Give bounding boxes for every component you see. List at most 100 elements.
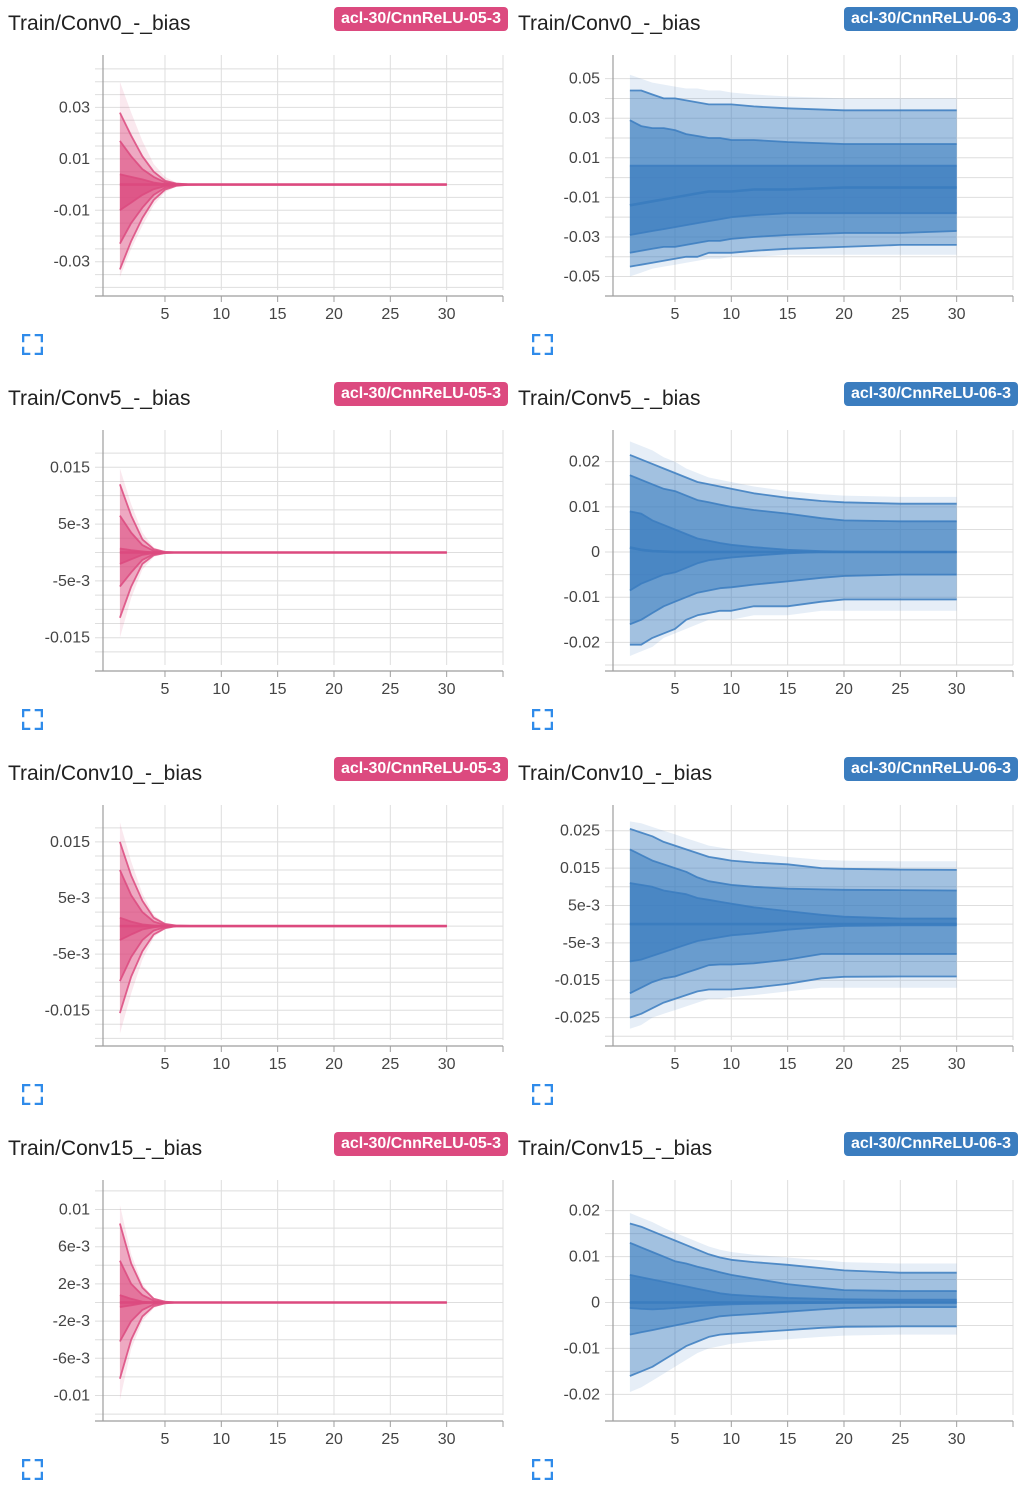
expand-chart-button[interactable]: [21, 333, 44, 356]
distribution-chart[interactable]: 0.03 0.01 -0.01 -0.03 5 10 15 20 25 30: [8, 40, 508, 323]
x-tick-label: 25: [381, 1431, 399, 1448]
band-p16-p84: [119, 515, 447, 587]
expand-chart-button[interactable]: [531, 1083, 554, 1106]
y-tick-label: -0.01: [564, 189, 601, 206]
expand-chart-button[interactable]: [21, 1083, 44, 1106]
y-tick-labels: 0.02 0.01 0 -0.01 -0.02: [564, 454, 601, 652]
expand-chart-button[interactable]: [21, 1458, 44, 1481]
x-tick-label: 10: [722, 306, 740, 323]
percentile-bands: [119, 81, 447, 278]
fullscreen-expand-icon: [531, 1083, 554, 1106]
expand-chart-button[interactable]: [531, 708, 554, 731]
percentile-lines: [119, 483, 447, 619]
x-tick-label: 5: [671, 1431, 680, 1448]
distribution-chart[interactable]: 0.01 6e-3 2e-3 -2e-3 -6e-3 -0.01 5 10 15 20 25 30: [8, 1165, 508, 1448]
x-tick-label: 20: [325, 1056, 343, 1073]
fullscreen-expand-icon: [21, 333, 44, 356]
chart-title: Train/Conv10_-_bias: [518, 762, 713, 785]
y-tick-label: -0.01: [564, 1340, 601, 1357]
y-tick-label: 0.015: [50, 834, 90, 851]
percentile-lines: [629, 827, 957, 1019]
x-tick-labels: 5 10 15 20 25 30: [671, 1056, 966, 1073]
run-badge: acl-30/CnnReLU-06-3: [843, 382, 1018, 406]
y-tick-label: 0.01: [59, 1202, 90, 1219]
x-tick-label: 5: [671, 681, 680, 698]
percentile-line-p31: [119, 551, 447, 565]
chart-title: Train/Conv10_-_bias: [8, 762, 203, 785]
chart-card: Train/Conv0_-_bias acl-30/CnnReLU-06-3 0.0…: [518, 0, 1018, 375]
distribution-chart[interactable]: 0.02 0.01 0 -0.01 -0.02 5 10 15 20 25 30: [518, 415, 1018, 698]
axes: [605, 805, 1014, 1052]
x-tick-labels: 5 10 15 20 25 30: [161, 681, 456, 698]
x-tick-label: 25: [891, 1056, 909, 1073]
distribution-chart[interactable]: 0.05 0.03 0.01 -0.01 -0.03 -0.05 5 10 15 20 25 30: [518, 40, 1018, 323]
fullscreen-expand-icon: [531, 333, 554, 356]
expand-icon-glyph: [21, 333, 44, 356]
expand-icon-glyph: [531, 333, 554, 356]
axes: [605, 430, 1014, 677]
percentile-line-p16: [119, 1301, 447, 1342]
y-tick-label: -5e-3: [53, 946, 90, 963]
axes: [95, 1180, 504, 1427]
expand-chart-button[interactable]: [531, 333, 554, 356]
percentile-line-p16: [119, 551, 447, 588]
y-tick-label: -0.01: [564, 589, 601, 606]
y-tick-label: -0.03: [564, 229, 601, 246]
expand-chart-button[interactable]: [21, 708, 44, 731]
percentile-line-p7: [629, 244, 957, 268]
percentile-line-p84: [629, 1241, 957, 1292]
x-tick-label: 5: [161, 306, 170, 323]
y-tick-label: 0.03: [569, 110, 600, 127]
band-p16-p84: [119, 140, 447, 244]
chart-card: Train/Conv5_-_bias acl-30/CnnReLU-05-3 0.0…: [8, 375, 508, 750]
y-tick-label: 0.015: [50, 459, 90, 476]
y-tick-label: 0.015: [560, 860, 600, 877]
fullscreen-expand-icon: [21, 1083, 44, 1106]
distribution-chart[interactable]: 0.02 0.01 0 -0.01 -0.02 5 10 15 20 25 30: [518, 1165, 1018, 1448]
distribution-chart[interactable]: 0.015 5e-3 -5e-3 -0.015 5 10 15 20 25 30: [8, 790, 508, 1073]
axes: [95, 805, 504, 1052]
x-tick-label: 25: [891, 1431, 909, 1448]
expand-icon-glyph: [21, 1458, 44, 1481]
x-tick-label: 15: [779, 306, 797, 323]
x-tick-label: 10: [212, 1431, 230, 1448]
fullscreen-expand-icon: [21, 708, 44, 731]
y-tick-label: -0.02: [564, 634, 601, 651]
x-tick-label: 30: [438, 1056, 456, 1073]
distribution-chart[interactable]: 0.015 5e-3 -5e-3 -0.015 5 10 15 20 25 30: [8, 415, 508, 698]
x-tick-label: 20: [325, 306, 343, 323]
y-tick-label: 0.02: [569, 454, 600, 471]
expand-icon-glyph: [531, 1083, 554, 1106]
percentile-lines: [119, 841, 447, 1014]
y-tick-label: -0.01: [54, 1387, 91, 1404]
x-tick-label: 30: [438, 306, 456, 323]
percentile-lines: [629, 1222, 957, 1377]
x-tick-label: 20: [835, 681, 853, 698]
run-badge: acl-30/CnnReLU-05-3: [333, 757, 508, 781]
distribution-chart[interactable]: 0.025 0.015 5e-3 -5e-3 -0.015 -0.025 5 10 15 20 25…: [518, 790, 1018, 1073]
x-tick-labels: 5 10 15 20 25 30: [671, 681, 966, 698]
y-tick-label: -0.025: [555, 1010, 600, 1027]
percentile-line-p84: [119, 1260, 447, 1304]
axes: [95, 55, 504, 302]
y-tick-labels: 0.05 0.03 0.01 -0.01 -0.03 -0.05: [564, 71, 601, 286]
y-tick-label: 5e-3: [568, 897, 600, 914]
expand-icon-glyph: [21, 708, 44, 731]
expand-icon-glyph: [21, 1083, 44, 1106]
chart-card: Train/Conv10_-_bias acl-30/CnnReLU-06-3 0.…: [518, 750, 1018, 1125]
x-tick-label: 5: [161, 1056, 170, 1073]
percentile-line-p16: [629, 1306, 957, 1336]
y-tick-label: 0.05: [569, 71, 600, 88]
percentile-line-p93: [629, 1222, 957, 1274]
percentile-line-p31: [629, 212, 957, 236]
y-tick-label: 5e-3: [58, 516, 90, 533]
fullscreen-expand-icon: [531, 708, 554, 731]
expand-chart-button[interactable]: [531, 1458, 554, 1481]
x-tick-label: 5: [671, 306, 680, 323]
band-p31-p69: [629, 883, 957, 962]
y-tick-label: 2e-3: [58, 1276, 90, 1293]
band-p16-p84: [629, 1242, 957, 1335]
run-badge: acl-30/CnnReLU-06-3: [843, 7, 1018, 31]
y-tick-label: 0: [591, 544, 600, 561]
x-tick-label: 10: [212, 1056, 230, 1073]
